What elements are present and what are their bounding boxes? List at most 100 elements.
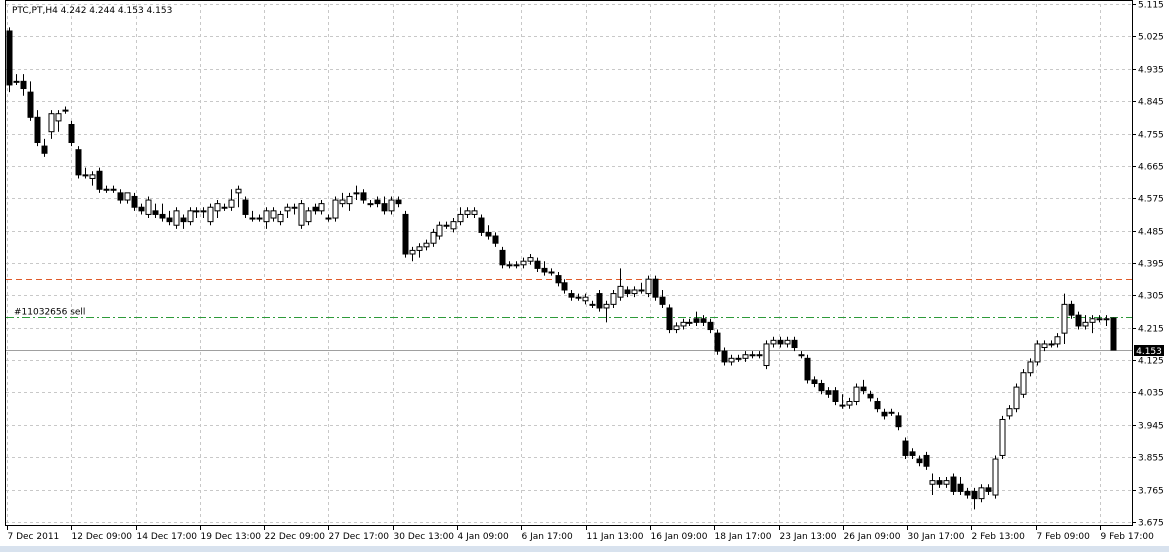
candle-bear: [360, 192, 367, 201]
candle-bull: [214, 203, 221, 212]
x-tick-label: 30 Jan 17:00: [908, 532, 965, 542]
y-tick-label: 4.935: [1138, 66, 1164, 76]
candle-bear: [832, 390, 839, 402]
candle-bull: [277, 213, 284, 223]
candle-bull: [1089, 318, 1096, 323]
candle-bull: [1027, 361, 1034, 374]
candle-bull: [742, 354, 749, 359]
y-tick-label: 4.215: [1138, 325, 1164, 335]
candle-bear: [555, 275, 562, 284]
candle-bear: [180, 217, 187, 223]
candle-bear: [666, 307, 673, 331]
candle-bear: [138, 206, 145, 212]
candle-bull: [1020, 372, 1027, 395]
candle-bull: [513, 264, 520, 267]
current-price-label: 4.153: [1136, 347, 1162, 357]
candle-bull: [784, 339, 791, 345]
candle-bull: [367, 203, 374, 206]
y-tick-label: 5.025: [1138, 33, 1164, 43]
candle-bull: [617, 285, 624, 298]
candle-bear: [34, 116, 41, 143]
y-tick-label: 3.945: [1138, 422, 1164, 432]
candle-bull: [992, 458, 999, 496]
time-axis: 7 Dec 2011 12 Dec 09:00 14 Dec 17:00 19 Dec…: [7, 525, 1155, 542]
candle-bull: [284, 206, 291, 212]
candle-bull: [228, 199, 235, 208]
candle-bull: [853, 386, 860, 402]
candle-bear: [485, 231, 492, 237]
candle-bull: [673, 325, 680, 331]
candle-bear: [971, 490, 978, 500]
candle-bear: [131, 195, 138, 208]
candle-bull: [235, 188, 242, 194]
candle-bull: [1082, 321, 1089, 327]
candle-bull: [450, 221, 457, 230]
candle-bear: [374, 199, 381, 205]
candle-bull: [728, 357, 735, 363]
candle-bull: [346, 195, 353, 205]
candle-bull: [339, 199, 346, 205]
x-tick-label: 7 Feb 09:00: [1037, 532, 1091, 542]
candle-bull: [263, 210, 270, 223]
candle-bear: [825, 390, 832, 395]
candle-bull: [270, 210, 277, 219]
candle-bull: [520, 260, 527, 266]
candle-bear: [568, 293, 575, 298]
candle-bear: [985, 487, 992, 492]
candle-bear: [499, 249, 506, 266]
y-tick-label: 4.035: [1138, 389, 1164, 399]
candle-bear: [652, 278, 659, 298]
candle-bear: [804, 357, 811, 381]
candle-bear: [624, 289, 631, 295]
candle-bull: [221, 206, 228, 209]
y-tick-label: 4.395: [1138, 260, 1164, 270]
candle-bull: [1096, 318, 1103, 321]
candle-bull: [527, 257, 534, 262]
candle-bull: [443, 224, 450, 227]
candle-bull: [756, 354, 763, 357]
y-tick-label: 4.665: [1138, 163, 1164, 173]
y-tick-label: 3.765: [1138, 487, 1164, 497]
candle-bull: [929, 480, 936, 485]
candle-bull: [249, 217, 256, 220]
candle-bull: [1103, 318, 1110, 321]
candle-bear: [312, 206, 319, 212]
bottom-scrollbar[interactable]: [0, 546, 1169, 552]
candle-bull: [291, 206, 298, 209]
candle-bear: [1068, 303, 1075, 316]
candle-bull: [680, 321, 687, 327]
candle-bull: [1041, 343, 1048, 349]
candle-bull: [798, 354, 805, 357]
candle-bull: [89, 174, 96, 179]
candle-bear: [721, 350, 728, 363]
candle-bear: [811, 379, 818, 385]
candle-bull: [1006, 408, 1013, 417]
x-tick-label: 9 Feb 17:00: [1101, 532, 1155, 542]
x-tick-label: 4 Jan 09:00: [458, 532, 510, 542]
candle-bull: [839, 404, 846, 407]
candle-bear: [41, 145, 48, 154]
candle-bull: [436, 224, 443, 237]
candle-bull: [1013, 386, 1020, 410]
candle-bear: [152, 210, 159, 215]
candle-bear: [881, 411, 888, 417]
y-tick-label: 3.675: [1138, 519, 1164, 529]
candle-bear: [1075, 314, 1082, 327]
candle-bull: [763, 343, 770, 367]
candle-bear: [895, 415, 902, 428]
x-tick-label: 27 Dec 17:00: [329, 532, 390, 542]
candle-bull: [846, 400, 853, 406]
candle-bull: [430, 231, 437, 244]
order-levels: #11032656 sell: [6, 279, 1132, 351]
candle-bear: [957, 483, 964, 492]
candle-bear: [75, 149, 82, 176]
candles: [6, 27, 1117, 510]
candle-bull: [332, 199, 339, 219]
candle-bear: [950, 476, 957, 492]
candle-bull: [686, 321, 693, 324]
candle-bull: [603, 303, 610, 309]
x-tick-label: 12 Dec 09:00: [72, 532, 133, 542]
candle-bull: [110, 188, 117, 191]
candle-bull: [638, 289, 645, 292]
